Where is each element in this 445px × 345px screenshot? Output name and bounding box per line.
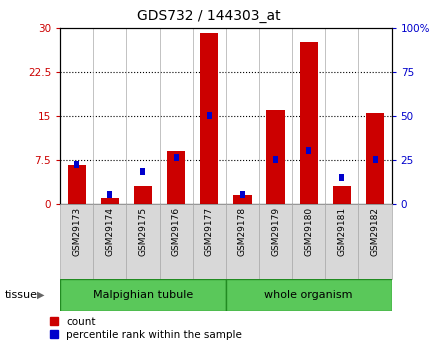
Text: GSM29173: GSM29173 [72, 207, 81, 256]
Bar [174, 154, 178, 161]
Text: GSM29175: GSM29175 [138, 207, 147, 256]
Text: GSM29179: GSM29179 [271, 207, 280, 256]
Bar [226, 204, 259, 279]
Legend: count, percentile rank within the sample: count, percentile rank within the sample [50, 317, 242, 340]
Bar [68, 166, 86, 204]
Bar [325, 204, 359, 279]
Bar [107, 191, 112, 198]
Bar [60, 279, 226, 311]
Text: GSM29180: GSM29180 [304, 207, 313, 256]
Bar [292, 204, 325, 279]
Bar [306, 147, 311, 154]
Bar [299, 42, 318, 204]
Bar [340, 174, 344, 181]
Bar [126, 204, 160, 279]
Bar [60, 204, 93, 279]
Text: GSM29177: GSM29177 [205, 207, 214, 256]
Text: tissue: tissue [4, 290, 37, 300]
Text: whole organism: whole organism [264, 290, 353, 300]
Text: Malpighian tubule: Malpighian tubule [93, 290, 193, 300]
Bar [372, 156, 377, 163]
Text: ▶: ▶ [36, 290, 44, 300]
Text: GSM29178: GSM29178 [238, 207, 247, 256]
Bar [200, 33, 218, 204]
Bar [160, 204, 193, 279]
Text: GSM29181: GSM29181 [337, 207, 346, 256]
Bar [74, 161, 79, 168]
Text: GDS732 / 144303_at: GDS732 / 144303_at [138, 9, 281, 23]
Bar [233, 195, 251, 204]
Bar [240, 191, 245, 198]
Text: GSM29174: GSM29174 [105, 207, 114, 256]
Bar [167, 151, 185, 204]
Bar [259, 204, 292, 279]
Bar [101, 198, 119, 204]
Text: GSM29176: GSM29176 [172, 207, 181, 256]
Bar [207, 112, 212, 119]
Bar [193, 204, 226, 279]
Bar [141, 168, 146, 175]
Bar [226, 279, 392, 311]
Bar [93, 204, 126, 279]
Bar [359, 204, 392, 279]
Bar [273, 156, 278, 163]
Text: GSM29182: GSM29182 [371, 207, 380, 256]
Bar [267, 110, 285, 204]
Bar [333, 186, 351, 204]
Bar [366, 113, 384, 204]
Bar [134, 186, 152, 204]
